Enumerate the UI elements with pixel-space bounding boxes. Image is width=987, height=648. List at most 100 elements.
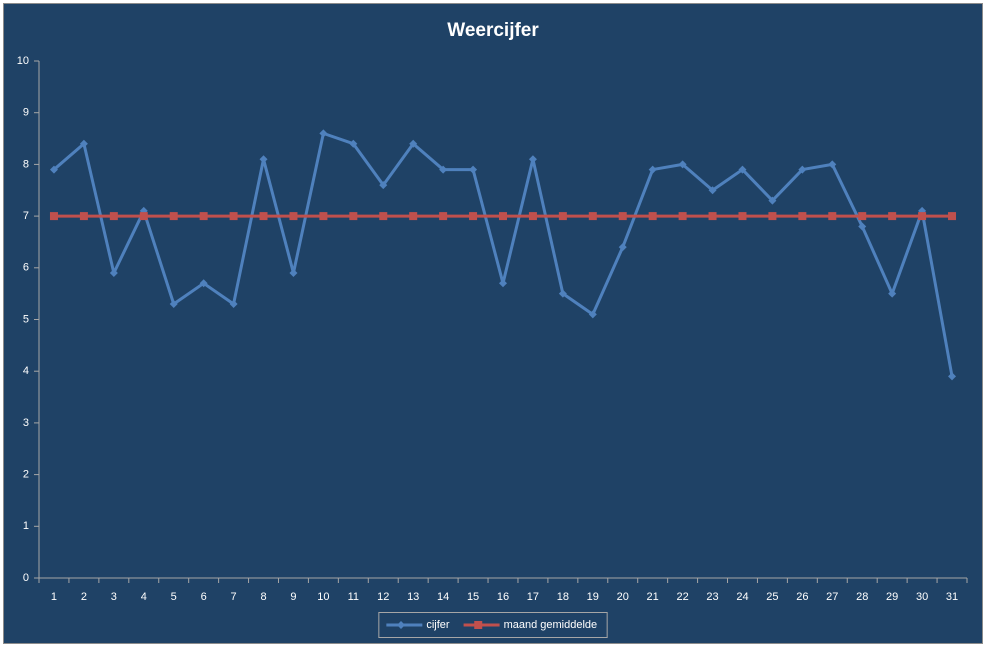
data-point [499,279,507,288]
x-tick-label: 29 [886,591,898,603]
data-point [109,212,118,221]
x-tick-label: 20 [617,591,629,603]
data-point [379,181,388,190]
x-tick-label: 10 [317,591,329,603]
x-tick-label: 4 [141,591,147,603]
data-point [319,212,328,221]
x-tick-label: 8 [260,591,266,603]
data-point [139,212,148,221]
x-tick-label: 12 [377,591,389,603]
data-point [768,212,777,221]
x-tick-label: 11 [348,591,359,603]
x-tick-label: 31 [946,591,958,603]
legend-label: maand gemiddelde [504,619,598,631]
x-tick-label: 2 [81,591,87,603]
x-tick-label: 9 [290,591,296,603]
data-point [289,268,298,277]
y-tick-label: 6 [23,262,29,274]
data-point [768,196,777,205]
data-point [798,165,807,174]
data-point [289,212,298,221]
data-point [439,212,448,221]
x-tick-label: 24 [736,591,748,603]
data-point [439,165,448,174]
data-point [828,212,837,221]
data-point [199,279,208,288]
data-point [588,212,597,221]
y-tick-label: 5 [23,313,29,325]
x-tick-label: 17 [527,591,539,603]
data-point [858,212,867,221]
data-point [469,212,478,221]
data-point [349,139,358,148]
x-tick-label: 7 [231,591,237,603]
x-tick-label: 26 [796,591,808,603]
data-point [738,165,747,174]
data-point [79,139,88,148]
data-point [558,289,567,298]
y-tick-label: 4 [23,365,29,377]
data-point [918,212,927,221]
x-tick-label: 22 [676,591,688,603]
data-point [948,212,957,221]
chart-title: Weercijfer [447,20,539,41]
chart-background [3,3,983,644]
data-point [888,212,897,221]
data-point [798,212,807,221]
x-tick-label: 21 [647,591,659,603]
data-point [648,165,657,174]
x-tick-label: 16 [497,591,509,603]
y-tick-label: 1 [23,520,29,532]
x-tick-label: 28 [856,591,868,603]
x-tick-label: 3 [111,591,117,603]
x-tick-label: 5 [171,591,177,603]
data-point [528,155,537,164]
data-point [618,243,627,252]
data-point [528,212,537,221]
data-point [738,212,747,221]
x-tick-label: 1 [51,591,57,603]
data-point [109,268,118,277]
legend-label: cijfer [426,619,450,631]
data-point [79,212,88,221]
x-tick-label: 27 [826,591,838,603]
data-point [499,212,507,221]
data-point [618,212,627,221]
data-point [708,212,717,221]
data-point [49,165,58,174]
y-tick-label: 3 [23,417,29,429]
y-tick-label: 10 [17,55,29,67]
x-tick-label: 19 [587,591,599,603]
data-point [49,212,58,221]
data-point [648,212,657,221]
data-point [169,212,178,221]
y-tick-label: 9 [23,107,29,119]
data-point [409,139,418,148]
data-point [469,165,478,174]
data-point [888,289,897,298]
data-point [229,212,238,221]
x-tick-label: 25 [766,591,778,603]
data-point [948,372,957,381]
data-point [259,212,268,221]
x-tick-label: 15 [467,591,479,603]
data-point [199,212,208,221]
data-point [678,160,687,169]
x-tick-label: 23 [706,591,718,603]
y-tick-label: 0 [23,572,29,584]
x-tick-label: 6 [201,591,207,603]
legend-marker [397,621,405,629]
data-point [229,299,238,308]
data-point [169,299,178,308]
data-point [588,310,597,319]
data-point [558,212,567,221]
data-point [349,212,358,221]
data-point [379,212,388,221]
legend-marker [474,621,483,629]
x-tick-label: 14 [437,591,449,603]
data-point [858,222,867,231]
x-tick-label: 18 [557,591,569,603]
x-tick-label: 30 [916,591,928,603]
y-tick-label: 2 [23,469,29,481]
data-point [678,212,687,221]
